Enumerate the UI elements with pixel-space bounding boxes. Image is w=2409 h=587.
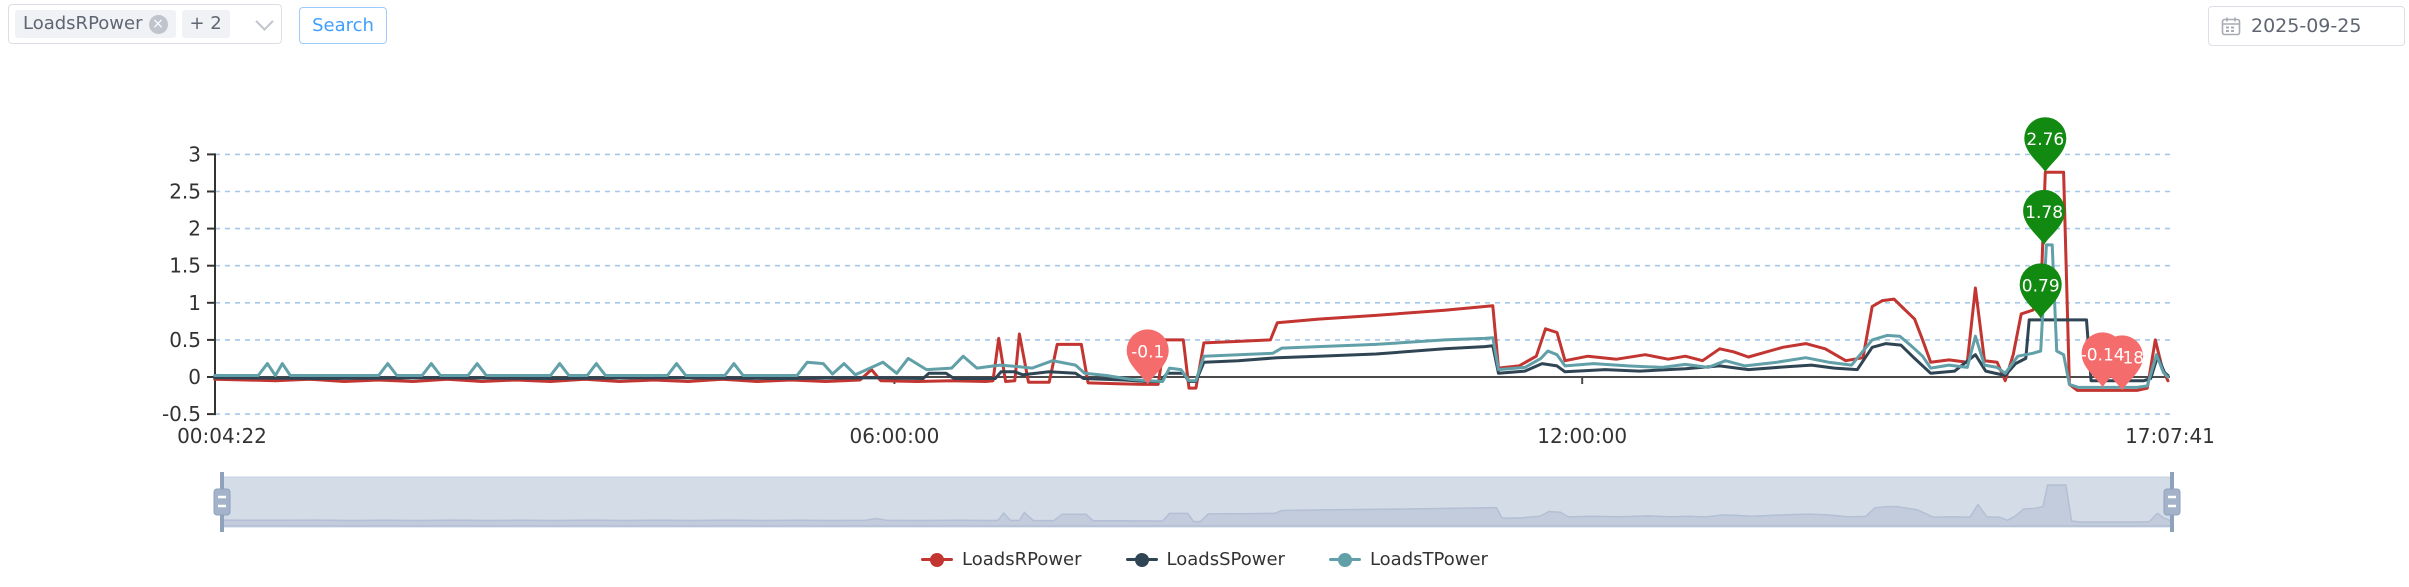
y-axis-tick-label: 0.5 [169, 328, 201, 352]
legend-marker-loadstpower [1328, 552, 1361, 568]
series-line-loadstpower[interactable] [213, 243, 2170, 389]
markpoint-pin-0.79: 0.79 [2019, 263, 2062, 319]
toolbar: LoadsRPower × + 2 Search 2025-09-25 [0, 0, 2409, 52]
remove-tag-icon[interactable]: × [148, 14, 168, 34]
legend-item-loadsrpower[interactable]: LoadsRPower [921, 549, 1082, 570]
legend-item-loadstpower[interactable]: LoadsTPower [1328, 549, 1488, 570]
markpoint-pin-1.78: 1.78 [2023, 189, 2066, 245]
markpoint-label: 0.79 [2022, 276, 2060, 296]
y-axis-tick-label: 3 [188, 142, 201, 166]
datazoom-slider[interactable] [213, 472, 2181, 532]
x-axis-tick-label: 17:07:41 [2125, 424, 2215, 448]
legend-marker-loadsrpower [921, 552, 954, 568]
selected-series-tag: LoadsRPower × [15, 10, 176, 38]
y-axis-tick-label: 1 [188, 291, 201, 315]
markpoint-label: -0.14 [2081, 345, 2125, 365]
y-axis-tick-label: 2.5 [169, 180, 201, 204]
legend-label: LoadsRPower [962, 549, 1082, 570]
y-axis: -0.5 0 0.5 1 1.5 2 2.5 3 [162, 142, 216, 426]
date-picker[interactable]: 2025-09-25 [2208, 6, 2405, 46]
markpoint-pins: 0.791.782.76-0.1-0.18-0.14 [1126, 117, 2144, 391]
series-line-loadsspower[interactable] [213, 318, 2170, 383]
calendar-icon [2221, 16, 2241, 36]
x-axis-tick-label: 06:00:00 [849, 424, 939, 448]
series-line-loadsrpower[interactable] [213, 170, 2170, 392]
markpoint-label: 1.78 [2025, 203, 2063, 223]
markpoint-pin--0.1: -0.1 [1126, 329, 1169, 385]
legend-item-loadsspower[interactable]: LoadsSPower [1125, 549, 1285, 570]
y-axis-tick-label: -0.5 [162, 402, 201, 426]
date-value: 2025-09-25 [2251, 15, 2362, 37]
datazoom-data-shadow [220, 484, 2174, 527]
legend-label: LoadsSPower [1166, 549, 1285, 570]
datazoom-handle-left[interactable] [213, 472, 231, 532]
search-button[interactable]: Search [299, 7, 387, 44]
legend-marker-loadsspower [1125, 552, 1158, 568]
markpoint-label: -0.1 [1131, 342, 1164, 362]
y-axis-tick-label: 2 [188, 217, 201, 241]
chart-legend: LoadsRPower LoadsSPower LoadsTPower [0, 549, 2409, 570]
y-axis-tick-label: 0 [188, 365, 201, 389]
more-series-tag: + 2 [181, 10, 230, 38]
markpoint-pin-2.76: 2.76 [2024, 117, 2067, 173]
x-axis-tick-label: 00:04:22 [177, 424, 267, 448]
x-axis: 00:04:22 06:00:00 12:00:00 17:07:41 [177, 376, 2215, 448]
y-axis-tick-label: 1.5 [169, 254, 201, 278]
datazoom-selected-region[interactable] [222, 477, 2172, 527]
selected-series-tag-label: LoadsRPower [23, 13, 143, 34]
x-axis-tick-label: 12:00:00 [1537, 424, 1627, 448]
datazoom-handle-right[interactable] [2163, 472, 2181, 532]
series-multiselect[interactable]: LoadsRPower × + 2 [8, 4, 282, 44]
legend-label: LoadsTPower [1369, 549, 1488, 570]
markpoint-label: 2.76 [2026, 130, 2064, 150]
markpoint-pin--0.14: -0.14 [2081, 332, 2125, 388]
